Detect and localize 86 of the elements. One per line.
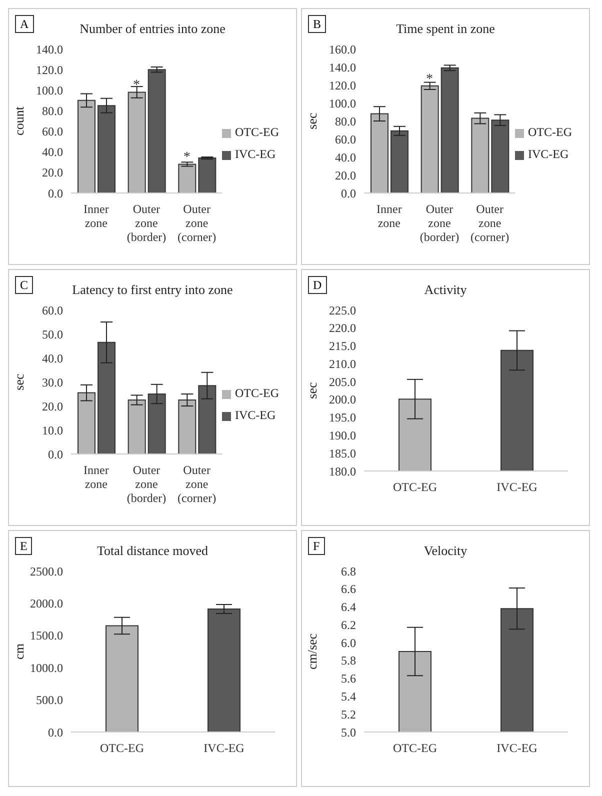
y-tick-label: 220.0 [329, 321, 356, 336]
text: E [15, 537, 32, 555]
y-tick-label: 1000.0 [30, 660, 63, 675]
y-tick-label: 0.0 [48, 725, 63, 740]
y-tick-label: 20.0 [42, 166, 63, 180]
y-tick-label: 6.2 [341, 618, 356, 632]
y-tick-label: 0.0 [48, 186, 63, 200]
legend-label: OTC-EG [528, 125, 572, 139]
y-tick-label: 6.8 [341, 564, 356, 578]
x-tick-label: OTC-EG [100, 741, 144, 755]
y-tick-label: 120.0 [329, 78, 356, 92]
legend-label: IVC-EG [235, 408, 276, 422]
legend-label: OTC-EG [235, 125, 279, 139]
annotation: * [183, 150, 190, 165]
text: C [15, 276, 34, 294]
text: A [15, 15, 34, 33]
y-tick-label: 160.0 [329, 42, 356, 56]
y-tick-label: 2000.0 [30, 596, 63, 610]
y-tick-label: 1500.0 [30, 628, 63, 643]
chart-title: Number of entries into zone [80, 21, 226, 36]
chart-title: Total distance moved [96, 543, 208, 558]
annotation: * [426, 72, 433, 87]
y-tick-label: 5.8 [341, 654, 356, 668]
y-tick-label: 0.0 [341, 186, 356, 200]
y-tick-label: 40.0 [42, 145, 63, 160]
y-tick-label: 195.0 [329, 410, 356, 425]
legend-label: IVC-EG [528, 147, 569, 161]
y-tick-label: 210.0 [329, 356, 356, 371]
y-tick-label: 50.0 [42, 327, 63, 342]
y-axis-title: sec [12, 373, 27, 390]
y-tick-label: 140.0 [36, 42, 63, 56]
y-tick-label: 100.0 [36, 83, 63, 98]
chart-title: Velocity [424, 543, 468, 558]
y-tick-label: 6.6 [341, 582, 356, 596]
y-tick-label: 20.0 [335, 168, 356, 182]
annotation: * [133, 78, 140, 93]
text: D [308, 276, 327, 294]
y-tick-label: 215.0 [329, 339, 356, 354]
y-tick-label: 60.0 [42, 124, 63, 139]
chart-title: Activity [424, 282, 467, 297]
legend-label: IVC-EG [235, 147, 276, 161]
y-tick-label: 6.4 [341, 600, 356, 614]
x-tick-label: IVC-EG [496, 480, 538, 494]
x-tick-label: IVC-EG [204, 741, 245, 755]
y-axis-title: cm [12, 644, 27, 660]
y-axis-title: count [12, 106, 27, 136]
y-tick-label: 0.0 [48, 447, 63, 462]
y-axis-title: sec [304, 112, 320, 130]
y-tick-label: 500.0 [36, 693, 63, 708]
y-tick-label: 100.0 [329, 96, 356, 110]
y-tick-label: 180.0 [329, 464, 356, 478]
x-tick-label: Inner zone [84, 202, 109, 230]
text: B [308, 15, 326, 33]
y-tick-label: 60.0 [42, 303, 63, 318]
x-tick-label: OTC-EG [393, 480, 438, 494]
y-tick-label: 40.0 [335, 150, 356, 164]
legend-label: OTC-EG [235, 386, 279, 400]
y-tick-label: 20.0 [42, 399, 63, 414]
y-tick-label: 5.6 [341, 672, 356, 686]
y-tick-label: 5.0 [341, 725, 356, 740]
y-tick-label: 5.4 [341, 689, 356, 704]
y-tick-label: 10.0 [42, 423, 63, 438]
y-tick-label: 30.0 [42, 375, 63, 390]
chart-title: Latency to first entry into zone [72, 282, 233, 297]
x-tick-label: Inner zone [84, 463, 109, 491]
text: F [308, 537, 325, 555]
y-tick-label: 120.0 [36, 62, 63, 77]
y-tick-label: 6.0 [341, 636, 356, 650]
y-tick-label: 80.0 [335, 114, 356, 128]
chart-title: Time spent in zone [396, 21, 495, 36]
y-tick-label: 60.0 [335, 132, 356, 146]
y-axis-title: cm/sec [304, 633, 320, 670]
y-tick-label: 80.0 [42, 104, 63, 118]
y-tick-label: 5.2 [341, 707, 356, 722]
y-tick-label: 185.0 [329, 446, 356, 460]
x-tick-label: OTC-EG [393, 741, 438, 755]
y-tick-label: 225.0 [329, 303, 356, 318]
y-axis-title: sec [304, 382, 320, 399]
y-tick-label: 190.0 [329, 428, 356, 442]
x-tick-label: Inner zone [376, 202, 402, 230]
y-tick-label: 40.0 [42, 351, 63, 366]
y-tick-label: 200.0 [329, 392, 356, 407]
y-tick-label: 140.0 [329, 60, 356, 74]
y-tick-label: 205.0 [329, 374, 356, 389]
x-tick-label: IVC-EG [496, 741, 538, 755]
y-tick-label: 2500.0 [30, 564, 63, 578]
